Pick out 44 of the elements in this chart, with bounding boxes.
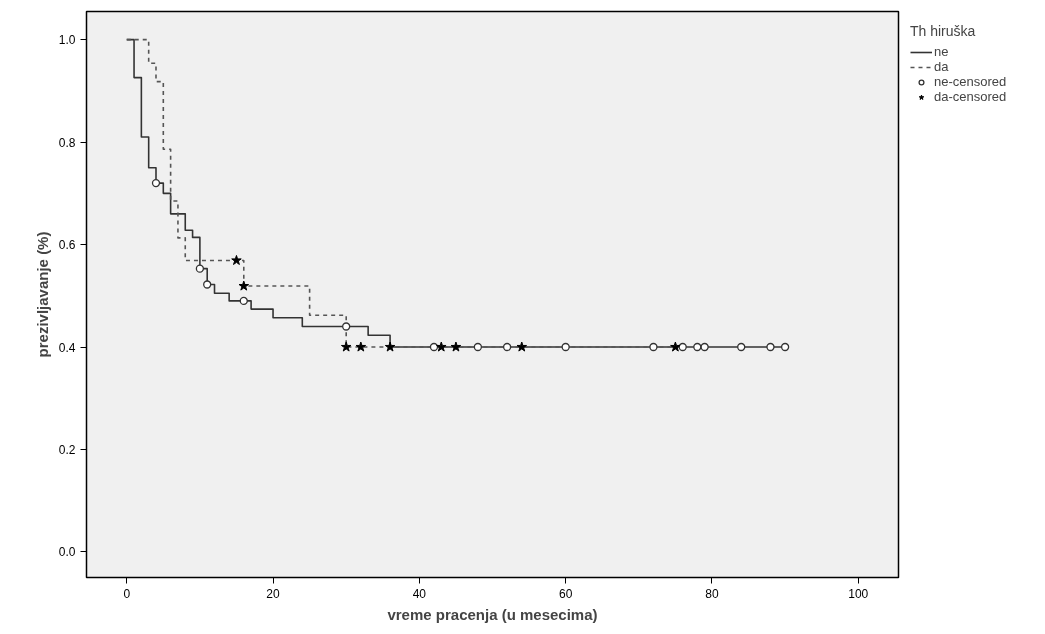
x-tick-label: 60 [558, 586, 573, 601]
y-tick-label: 0.6 [58, 238, 76, 253]
point [429, 342, 439, 352]
y-tick-label: 0.8 [58, 135, 76, 150]
point [239, 296, 248, 306]
point [780, 342, 790, 352]
point [766, 342, 775, 352]
y-tick-label: 0.2 [58, 442, 76, 457]
x-tick-label: 40 [412, 586, 427, 601]
x-tick-label: 100 [848, 586, 869, 601]
point [450, 341, 462, 352]
legend-label: ne [934, 44, 950, 59]
legend-title: Th hiruška [910, 23, 977, 39]
point [355, 341, 367, 352]
legend-label: da-censored [934, 89, 1007, 104]
point [436, 341, 447, 352]
point [384, 341, 396, 352]
point [561, 342, 570, 352]
y-tick-label: 0.0 [58, 545, 76, 560]
point [231, 254, 242, 265]
legend-label: ne-censored [934, 74, 1007, 89]
point [737, 342, 746, 352]
point [502, 342, 512, 352]
x-tick-label: 80 [705, 586, 719, 601]
point [670, 341, 681, 352]
point [700, 342, 709, 352]
y-tick-label: 1.0 [58, 33, 76, 48]
y-tick-label: 0.4 [58, 340, 76, 355]
x-axis-title: vreme pracenja (u mesecima) [387, 605, 598, 623]
point [693, 342, 702, 352]
point [151, 178, 161, 188]
point [238, 280, 250, 291]
point [340, 341, 352, 352]
point [649, 342, 658, 352]
point [473, 342, 483, 352]
point [195, 264, 205, 273]
point [678, 342, 687, 352]
y-axis-title: prezivljavanje (%) [33, 231, 51, 358]
legend-label: da [934, 59, 950, 74]
point [516, 341, 528, 352]
point [342, 322, 351, 331]
x-tick-label: 20 [266, 586, 281, 601]
point [203, 280, 212, 289]
x-tick-label: 0 [123, 586, 131, 601]
